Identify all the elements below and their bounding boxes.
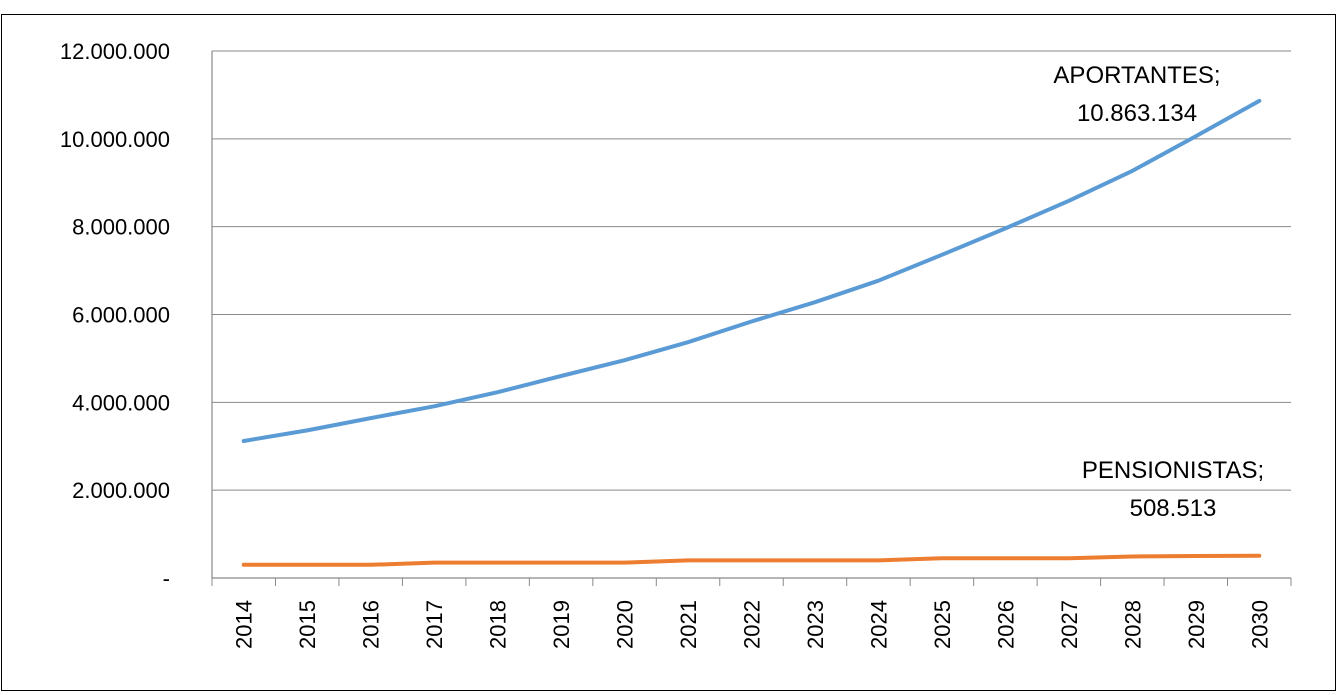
data-point-aportantes xyxy=(305,428,309,432)
data-point-pensionistas xyxy=(496,561,500,565)
data-point-aportantes xyxy=(750,320,754,324)
data-point-aportantes xyxy=(1130,169,1134,173)
data-point-aportantes xyxy=(1003,226,1007,230)
data-point-pensionistas xyxy=(876,558,880,562)
data-point-aportantes xyxy=(1067,199,1071,203)
series-lines xyxy=(241,98,1262,567)
data-point-aportantes xyxy=(813,300,817,304)
x-tick-label: 2016 xyxy=(359,600,384,649)
data-point-pensionistas xyxy=(242,563,246,567)
data-point-aportantes xyxy=(559,374,563,378)
x-tick-label: 2028 xyxy=(1120,600,1145,649)
y-tick-label: 12.000.000 xyxy=(60,39,170,64)
x-tick-label: 2023 xyxy=(803,600,828,649)
data-point-aportantes xyxy=(496,390,500,394)
y-axis: - 2.000.000 4.000.000 6.000.000 8.000.000 10.… xyxy=(60,39,213,591)
data-point-pensionistas xyxy=(1257,554,1261,558)
data-point-aportantes xyxy=(623,358,627,362)
data-point-pensionistas xyxy=(1067,556,1071,560)
x-tick-label: 2015 xyxy=(295,600,320,649)
data-point-aportantes xyxy=(242,439,246,443)
data-point-aportantes xyxy=(369,416,373,420)
data-point-pensionistas xyxy=(686,558,690,562)
x-tick-label: 2027 xyxy=(1057,600,1082,649)
data-point-pensionistas xyxy=(369,563,373,567)
data-point-aportantes xyxy=(1194,134,1198,138)
x-tick-label: 2029 xyxy=(1184,600,1209,649)
x-tick-label: 2019 xyxy=(549,600,574,649)
y-tick-label: 6.000.000 xyxy=(72,303,170,328)
data-point-pensionistas xyxy=(623,561,627,565)
data-point-pensionistas xyxy=(305,563,309,567)
data-point-aportantes xyxy=(432,404,436,408)
data-label-pensionistas-name: PENSIONISTAS; xyxy=(1082,457,1264,484)
data-labels: APORTANTES; 10.863.134 PENSIONISTAS; 508.51… xyxy=(1053,62,1264,522)
x-tick-label: 2017 xyxy=(422,600,447,649)
data-point-pensionistas xyxy=(813,558,817,562)
data-point-aportantes xyxy=(1257,99,1261,103)
gridlines xyxy=(212,50,1291,491)
data-point-aportantes xyxy=(876,279,880,283)
x-tick-label: 2021 xyxy=(676,600,701,649)
y-tick-label: - xyxy=(163,566,170,591)
data-point-pensionistas xyxy=(1130,554,1134,558)
y-tick-label: 4.000.000 xyxy=(72,390,170,415)
data-label-aportantes-name: APORTANTES; xyxy=(1053,62,1220,89)
x-tick-label: 2018 xyxy=(486,600,511,649)
data-point-aportantes xyxy=(940,253,944,257)
series-line-pensionistas xyxy=(241,553,1262,567)
data-label-aportantes-value: 10.863.134 xyxy=(1077,100,1197,127)
x-tick-label: 2020 xyxy=(613,600,638,649)
x-tick-label: 2022 xyxy=(740,600,765,649)
x-axis: 2014 2015 2016 2017 2018 2019 2020 2021 2022 2023… xyxy=(211,577,1292,649)
data-point-aportantes xyxy=(686,340,690,344)
y-tick-label: 10.000.000 xyxy=(60,127,170,152)
data-point-pensionistas xyxy=(1003,556,1007,560)
x-tick-label: 2024 xyxy=(866,600,891,649)
data-point-pensionistas xyxy=(750,558,754,562)
data-point-pensionistas xyxy=(432,561,436,565)
x-tick-label: 2014 xyxy=(232,600,257,649)
y-tick-label: 2.000.000 xyxy=(72,478,170,503)
x-tick-label: 2030 xyxy=(1247,600,1272,649)
x-tick-label: 2025 xyxy=(930,600,955,649)
data-point-pensionistas xyxy=(559,561,563,565)
data-point-pensionistas xyxy=(1194,554,1198,558)
data-label-pensionistas-value: 508.513 xyxy=(1130,495,1217,522)
x-tick-label: 2026 xyxy=(993,600,1018,649)
y-tick-label: 8.000.000 xyxy=(72,215,170,240)
data-point-pensionistas xyxy=(940,556,944,560)
series-line-aportantes xyxy=(241,98,1262,443)
